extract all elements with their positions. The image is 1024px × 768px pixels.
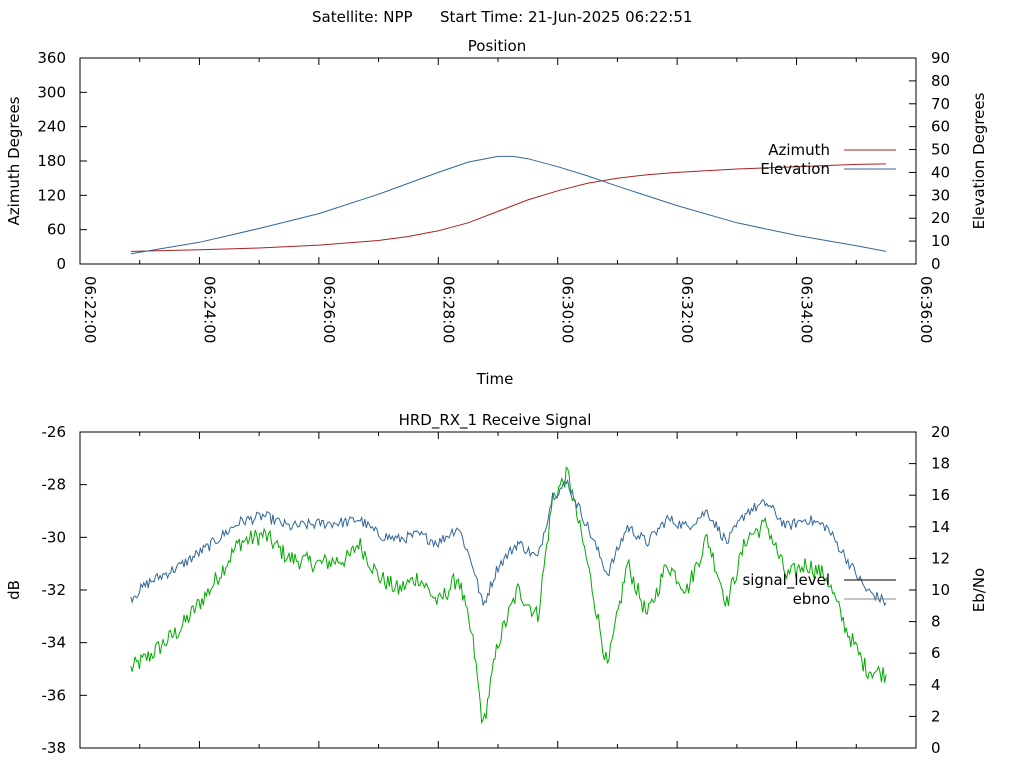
x-tick-label: 06:32:00 (678, 276, 696, 343)
y2-tick-label: 30 (931, 186, 950, 204)
y2-tick-label: 0 (931, 739, 941, 757)
y2-tick-label: 50 (931, 141, 950, 159)
y2-tick-label: 60 (931, 118, 950, 136)
header-start-time: Start Time: 21-Jun-2025 06:22:51 (440, 8, 692, 26)
series-line-ebno (130, 478, 887, 607)
signal-y-axis-label: dB (5, 580, 23, 600)
y-tick-label: -34 (42, 634, 67, 652)
y2-tick-label: 2 (931, 707, 941, 725)
y2-tick-label: 8 (931, 613, 941, 631)
y-tick-label: -32 (42, 581, 67, 599)
signal-chart: HRD_RX_1 Receive Signal dB Eb/No -38 -36 -… (5, 411, 988, 757)
x-tick-label: 06:36:00 (917, 276, 935, 343)
position-y2-axis-label: Elevation Degrees (970, 92, 988, 229)
y-tick-label: 180 (37, 152, 66, 170)
y2-tick-label: 90 (931, 49, 950, 67)
y2-tick-label: 20 (931, 209, 950, 227)
x-tick-label: 06:22:00 (81, 276, 99, 343)
y2-tick-label: 14 (931, 518, 950, 536)
position-y-axis-label: Azimuth Degrees (5, 96, 23, 225)
y-tick-label: 120 (37, 186, 66, 204)
y-tick-label: -28 (42, 476, 67, 494)
y-tick-label: -30 (42, 528, 67, 546)
y-tick-label: 60 (47, 221, 66, 239)
y2-tick-label: 10 (931, 232, 950, 250)
y2-tick-label: 0 (931, 255, 941, 273)
x-tick-label: 06:30:00 (559, 276, 577, 343)
y-tick-label: 240 (37, 118, 66, 136)
series-line-azimuth (130, 163, 887, 252)
y2-tick-label: 70 (931, 95, 950, 113)
legend-label: ebno (793, 590, 830, 608)
series-line-signal-level (130, 466, 887, 725)
y-tick-label: 300 (37, 83, 66, 101)
y2-tick-label: 10 (931, 581, 950, 599)
series-line-elevation (130, 155, 887, 255)
y-tick-label: -26 (42, 423, 67, 441)
legend-label: signal_level (742, 571, 830, 590)
legend-label: Azimuth (768, 141, 830, 159)
position-chart: Position Azimuth Degrees Elevation Degre… (5, 37, 988, 388)
x-tick-label: 06:28:00 (439, 276, 457, 343)
y2-tick-label: 18 (931, 455, 950, 473)
y2-tick-label: 16 (931, 486, 950, 504)
signal-chart-title: HRD_RX_1 Receive Signal (399, 411, 592, 430)
x-tick-label: 06:24:00 (200, 276, 218, 343)
y2-tick-label: 20 (931, 423, 950, 441)
y-tick-label: 0 (56, 255, 66, 273)
x-tick-label: 06:34:00 (798, 276, 816, 343)
y2-tick-label: 80 (931, 72, 950, 90)
y-tick-label: -36 (42, 686, 67, 704)
y2-tick-label: 12 (931, 549, 950, 567)
y-tick-label: -38 (42, 739, 67, 757)
header-satellite: Satellite: NPP (312, 8, 413, 26)
position-x-axis-label: Time (476, 370, 514, 388)
x-tick-label: 06:26:00 (320, 276, 338, 343)
signal-y2-axis-label: Eb/No (970, 568, 988, 612)
signal-plot-frame (79, 431, 917, 749)
y2-tick-label: 40 (931, 163, 950, 181)
position-chart-title: Position (468, 37, 526, 55)
y2-tick-label: 4 (931, 676, 941, 694)
y-tick-label: 360 (37, 49, 66, 67)
y2-tick-label: 6 (931, 644, 941, 662)
legend-label: Elevation (760, 160, 830, 178)
